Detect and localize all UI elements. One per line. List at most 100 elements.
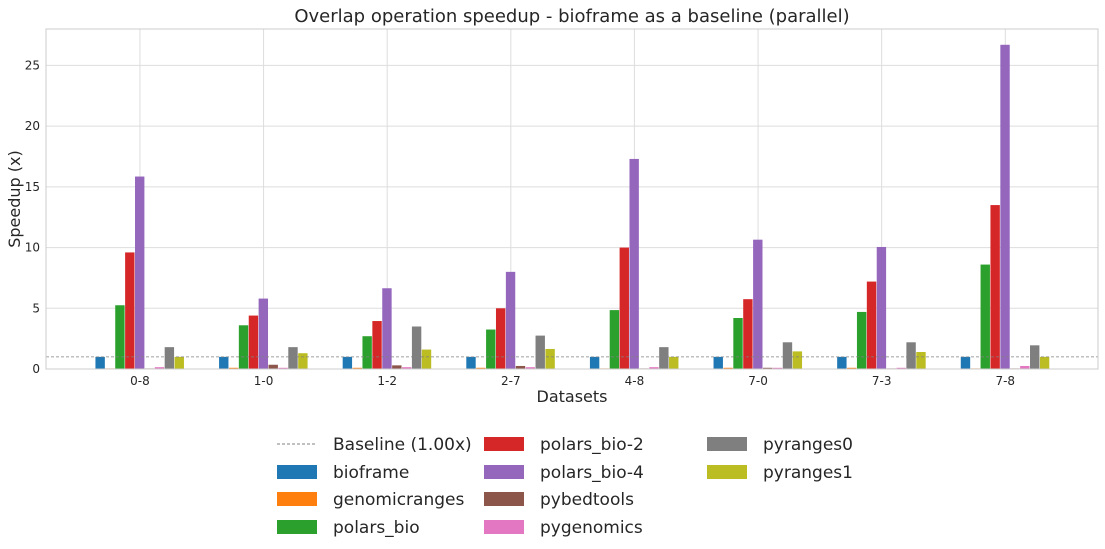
legend-label: polars_bio-2 — [540, 435, 644, 455]
legend-swatch — [277, 520, 317, 534]
y-tick-label: 20 — [25, 119, 40, 133]
bar-polars_bio-4-7-0 — [753, 239, 763, 369]
legend-swatch — [484, 520, 524, 534]
bar-polars_bio-2-1-0 — [248, 315, 259, 369]
bar-pyranges0-7-3 — [906, 342, 916, 369]
legend-label: Baseline (1.00x) — [333, 435, 472, 455]
bar-pyranges1-7-3 — [916, 352, 926, 369]
y-tick-label: 15 — [25, 180, 40, 194]
bar-pyranges0-1-2 — [411, 326, 422, 369]
bar-polars_bio-2-0-8 — [125, 252, 135, 369]
x-tick-label: 7-8 — [995, 374, 1015, 388]
bar-polars_bio-4-1-2 — [382, 288, 392, 369]
bar-pyranges1-1-0 — [298, 353, 308, 369]
bar-pyranges0-4-8 — [659, 347, 669, 369]
bar-genomicranges-7-0 — [723, 367, 733, 369]
bar-polars_bio-4-2-7 — [505, 271, 516, 369]
bar-polars_bio-4-0-8 — [135, 176, 145, 369]
x-tick-label: 7-0 — [748, 374, 768, 388]
legend-label: pyranges1 — [763, 463, 853, 483]
chart-title: Overlap operation speedup - bioframe as … — [294, 6, 849, 27]
bar-polars_bio-4-8 — [609, 310, 620, 369]
x-tick-label: 4-8 — [625, 374, 645, 388]
bar-pybedtools-7-0 — [762, 367, 773, 369]
bar-pygenomics-1-0 — [278, 367, 288, 369]
legend: Baseline (1.00x) bioframe genomicranges pol… — [277, 435, 853, 538]
bar-polars_bio-2-4-8 — [619, 247, 629, 369]
legend-label: genomicranges — [333, 490, 464, 510]
y-tick-label: 25 — [25, 58, 40, 72]
bar-pyranges0-2-7 — [535, 335, 545, 369]
bar-genomicranges-2-7 — [476, 367, 486, 369]
x-tick-label: 7-3 — [872, 374, 892, 388]
bar-pybedtools-1-0 — [268, 364, 278, 369]
bar-polars_bio-1-2 — [362, 336, 372, 369]
bar-pyranges0-7-0 — [782, 342, 793, 369]
bar-pygenomics-7-0 — [772, 367, 783, 369]
bar-pyranges1-7-0 — [792, 351, 803, 369]
y-tick-label: 5 — [32, 301, 40, 315]
legend-label: polars_bio-4 — [540, 463, 644, 483]
bar-genomicranges-1-0 — [228, 367, 239, 369]
legend-label: pygenomics — [540, 518, 643, 538]
bar-polars_bio-4-7-3 — [876, 246, 887, 369]
bar-polars_bio-1-0 — [238, 325, 249, 369]
legend-swatch — [277, 465, 317, 479]
legend-label: bioframe — [333, 463, 409, 483]
x-tick-label: 1-0 — [254, 374, 274, 388]
x-tick-label: 1-2 — [377, 374, 397, 388]
bar-pybedtools-1-2 — [392, 365, 402, 369]
bar-pyranges0-0-8 — [164, 347, 175, 369]
bar-polars_bio-0-8 — [115, 305, 125, 369]
bar-bioframe-4-8 — [589, 356, 600, 369]
bar-polars_bio-4-1-0 — [258, 298, 269, 369]
bar-pygenomics-0-8 — [154, 367, 165, 369]
bar-polars_bio-4-7-8 — [1000, 44, 1010, 370]
bar-pygenomics-1-2 — [402, 367, 412, 369]
bar-bioframe-2-7 — [466, 356, 476, 369]
legend-swatch — [484, 492, 524, 506]
bar-bioframe-7-3 — [837, 356, 847, 369]
bar-polars_bio-4-4-8 — [629, 158, 639, 369]
legend-label: pybedtools — [540, 490, 634, 510]
bar-polars_bio-2-2-7 — [495, 308, 506, 369]
legend-swatch — [484, 437, 524, 451]
bar-genomicranges-1-2 — [352, 367, 362, 369]
bar-pyranges1-4-8 — [669, 356, 679, 369]
bar-polars_bio-2-7-8 — [990, 205, 1000, 369]
bar-pyranges0-1-0 — [288, 347, 298, 369]
bar-bioframe-1-0 — [219, 356, 229, 369]
bar-polars_bio-2-1-2 — [372, 321, 382, 369]
bar-bioframe-0-8 — [95, 356, 105, 369]
bar-pybedtools-2-7 — [515, 365, 526, 369]
bar-pygenomics-4-8 — [649, 367, 659, 369]
plot-frame — [45, 28, 1099, 370]
legend-label: polars_bio — [333, 518, 420, 538]
bar-polars_bio-7-3 — [856, 311, 867, 369]
x-tick-label: 2-7 — [501, 374, 521, 388]
bar-polars_bio-2-7-3 — [866, 281, 877, 369]
bar-genomicranges-7-3 — [847, 367, 857, 369]
bar-pygenomics-2-7 — [525, 367, 536, 369]
x-tick-label: 0-8 — [130, 374, 150, 388]
bar-bioframe-7-8 — [960, 356, 971, 369]
bar-pygenomics-7-8 — [1020, 365, 1030, 369]
bar-polars_bio-2-7 — [486, 329, 496, 369]
bar-bioframe-1-2 — [342, 356, 353, 369]
legend-label: pyranges0 — [763, 435, 853, 455]
y-axis-label: Speedup (x) — [5, 150, 24, 248]
bar-pyranges0-7-8 — [1030, 345, 1040, 369]
bar-polars_bio-7-0 — [733, 318, 743, 369]
bar-polars_bio-7-8 — [980, 264, 990, 369]
legend-swatch — [277, 492, 317, 506]
legend-swatch — [484, 465, 524, 479]
bar-pyranges1-0-8 — [174, 356, 184, 369]
bar-pyranges1-7-8 — [1039, 356, 1050, 369]
bar-bioframe-7-0 — [713, 356, 723, 369]
x-axis-label: Datasets — [537, 387, 608, 406]
bar-pyranges1-1-2 — [421, 349, 432, 369]
y-tick-label: 10 — [25, 241, 40, 255]
legend-swatch — [707, 437, 747, 451]
